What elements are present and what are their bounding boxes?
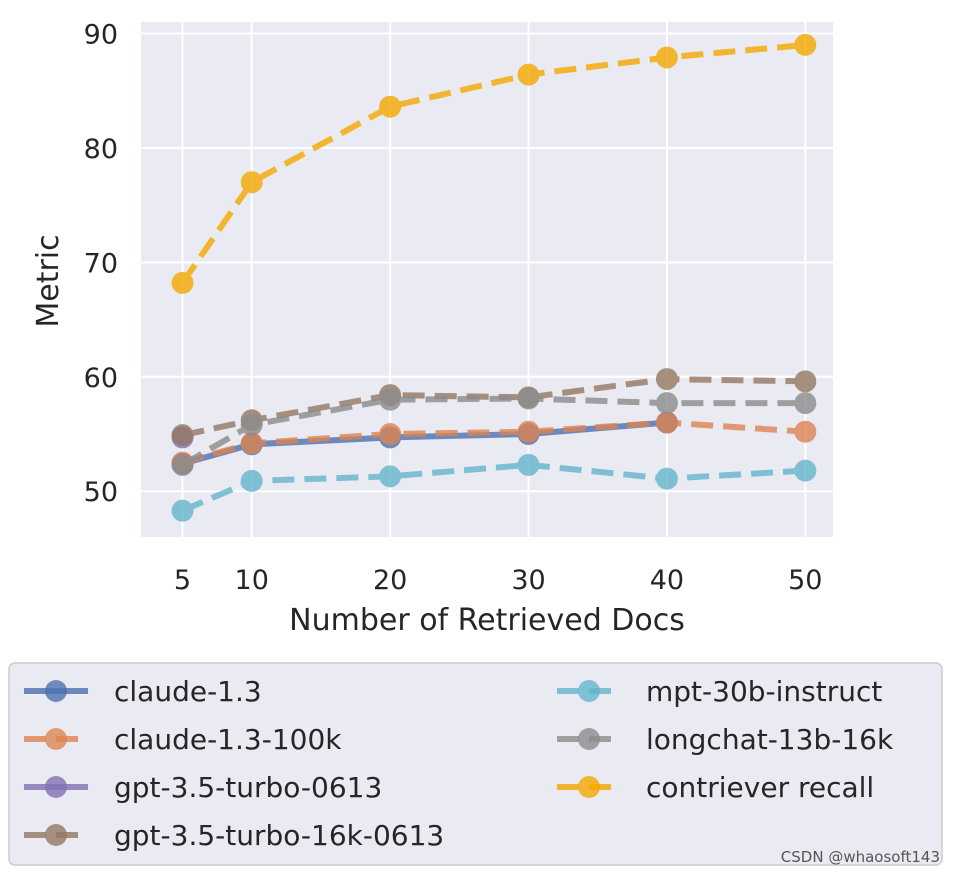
x-tick-label: 30 [511,565,545,596]
y-axis-title: Metric [31,234,66,327]
series-layer [171,33,817,522]
data-point [171,499,194,522]
data-point [171,453,194,476]
legend-marker [45,680,67,702]
legend-marker [578,728,600,750]
legend-entry: claude-1.3-100k [24,723,342,756]
data-point [794,420,817,443]
legend-label: mpt-30b-instruct [646,675,882,708]
series-mpt-30b-instruct [171,453,817,522]
legend-label: claude-1.3-100k [114,723,342,756]
data-point [794,370,817,393]
data-point [517,387,540,410]
y-tick-label: 60 [84,363,118,394]
data-point [379,95,402,118]
data-point [517,63,540,86]
data-point [655,411,678,434]
data-point [517,420,540,443]
legend-marker [45,776,67,798]
data-point [171,271,194,294]
legend-label: gpt-3.5-turbo-16k-0613 [114,819,444,852]
data-point [655,392,678,415]
legend-label: contriever recall [646,771,874,804]
legend: claude-1.3 claude-1.3-100k gpt-3.5-turbo-0… [8,662,943,866]
plot-background [141,22,833,537]
legend-entry: longchat-13b-16k [557,723,894,756]
series-line [181,461,806,514]
data-point [379,423,402,445]
legend-marker [578,680,600,702]
series-line [181,395,806,468]
data-point [794,459,817,482]
legend-entry: contriever recall [557,771,874,804]
data-point [240,413,263,436]
legend-label: gpt-3.5-turbo-0613 [114,771,382,804]
legend-label: longchat-13b-16k [646,723,894,756]
series-contriever-recall [171,33,817,294]
data-point [171,424,194,447]
legend-entry: claude-1.3 [24,675,262,708]
x-tick-label: 5 [174,565,191,596]
legend-entry: mpt-30b-instruct [557,675,882,708]
legend-box [8,662,943,866]
data-point [379,388,402,411]
watermark: CSDN @whaosoft143 [780,848,940,866]
data-point [240,432,263,455]
data-point [655,368,678,391]
data-point [655,467,678,490]
data-point [655,46,678,69]
y-tick-label: 50 [84,477,118,508]
x-tick-label: 10 [235,565,269,596]
data-point [240,469,263,492]
y-tick-label: 70 [84,248,118,279]
data-point [379,465,402,488]
series-line [180,41,806,285]
series-longchat-13b-16k [171,387,817,476]
data-point [794,33,817,56]
legend-label: claude-1.3 [114,675,262,708]
y-tick-label: 80 [84,134,118,165]
x-tick-label: 40 [650,565,684,596]
data-point [794,392,817,415]
data-point [517,453,540,476]
tick-labels: 5 10 20 30 40 50 50 60 70 80 90 [84,19,823,596]
data-point [240,171,263,194]
legend-entries: claude-1.3 claude-1.3-100k gpt-3.5-turbo-0… [24,675,894,852]
legend-entry: gpt-3.5-turbo-16k-0613 [24,819,444,852]
x-axis-title: Number of Retrieved Docs [289,603,685,638]
legend-marker [45,824,67,846]
legend-marker [578,776,600,798]
y-tick-label: 90 [84,19,118,50]
x-tick-label: 20 [373,565,407,596]
series-line [181,376,806,439]
legend-entry: gpt-3.5-turbo-0613 [24,771,382,804]
legend-marker [45,728,67,750]
x-tick-label: 50 [788,565,822,596]
